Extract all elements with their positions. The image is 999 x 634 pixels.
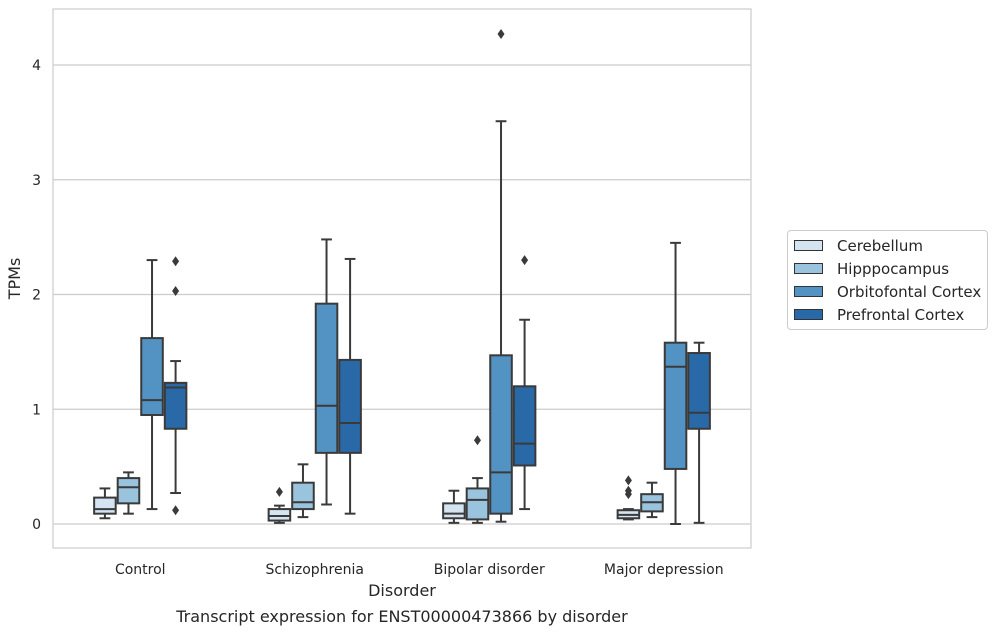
- box-iqr: [93, 496, 117, 515]
- box-prefrontal-cortex: [512, 255, 537, 511]
- outlier-point: [275, 486, 283, 497]
- outlier-point: [521, 255, 529, 266]
- x-tick-label: Major depression: [604, 562, 724, 578]
- legend-swatch: [794, 286, 823, 297]
- box-orbitofontal-cortex: [663, 241, 688, 525]
- chart-title: Transcript expression for ENST0000047386…: [175, 607, 628, 626]
- outlier-point: [624, 475, 632, 486]
- box-hipppocampus: [465, 435, 490, 524]
- y-axis-label: TPMs: [5, 258, 24, 301]
- legend-item: Cerebellum: [788, 234, 987, 257]
- box-iqr: [116, 477, 141, 505]
- box-orbitofontal-cortex: [314, 238, 339, 506]
- y-tick-label: 4: [32, 58, 41, 74]
- box-orbitofontal-cortex: [140, 259, 164, 511]
- box-hipppocampus: [291, 463, 315, 519]
- y-tick-label: 0: [32, 517, 41, 533]
- y-tick-labels: 0 1 2 3 4: [32, 58, 41, 533]
- box-prefrontal-cortex: [687, 341, 711, 524]
- grid-layer: [53, 64, 751, 525]
- x-tick-label: Bipolar disorder: [434, 562, 545, 578]
- box-iqr: [140, 337, 164, 416]
- outlier-point: [172, 505, 180, 516]
- boxes-layer: [93, 29, 711, 525]
- box-iqr: [338, 358, 362, 454]
- outlier-point: [172, 256, 180, 267]
- box-iqr: [489, 354, 513, 515]
- box-iqr: [267, 508, 292, 522]
- legend: Cerebellum Hipppocampus Orbitofontal Corte…: [787, 230, 988, 330]
- legend-label: Prefrontal Cortex: [837, 305, 965, 324]
- legend-label: Cerebellum: [837, 236, 923, 255]
- x-tick-label: Schizophrenia: [266, 562, 364, 578]
- legend-item: Hipppocampus: [788, 257, 987, 280]
- legend-swatch: [794, 309, 823, 320]
- box-iqr: [291, 481, 315, 511]
- legend-item: Prefrontal Cortex: [788, 303, 987, 326]
- box-prefrontal-cortex: [338, 257, 362, 515]
- box-iqr: [442, 502, 466, 520]
- legend-swatch: [794, 263, 823, 274]
- legend-label: Orbitofontal Cortex: [837, 282, 982, 301]
- x-tick-label: Control: [115, 562, 166, 578]
- outlier-point: [497, 29, 505, 40]
- x-axis-label: Disorder: [368, 581, 436, 600]
- box-cerebellum: [267, 486, 292, 524]
- box-cerebellum: [616, 475, 641, 521]
- box-cerebellum: [442, 489, 466, 524]
- box-iqr: [163, 381, 188, 430]
- box-iqr: [314, 302, 339, 454]
- box-orbitofontal-cortex: [489, 29, 513, 523]
- box-iqr: [687, 352, 711, 430]
- x-tick-labels: Control Schizophrenia Bipolar disorder Majo…: [115, 562, 724, 578]
- legend-swatch: [794, 240, 823, 251]
- box-iqr: [465, 487, 490, 521]
- y-tick-label: 1: [32, 402, 41, 418]
- box-iqr: [512, 385, 537, 467]
- y-tick-label: 2: [32, 288, 41, 304]
- outlier-point: [624, 485, 632, 496]
- outlier-point: [473, 435, 481, 446]
- plot-area-frame: [52, 8, 752, 549]
- box-prefrontal-cortex: [163, 256, 188, 516]
- box-hipppocampus: [640, 481, 664, 519]
- y-tick-label: 3: [32, 173, 41, 189]
- box-hipppocampus: [116, 471, 141, 515]
- outlier-point: [172, 286, 180, 297]
- box-iqr: [663, 341, 688, 470]
- legend-item: Orbitofontal Cortex: [788, 280, 987, 303]
- legend-label: Hipppocampus: [837, 259, 950, 278]
- box-cerebellum: [93, 487, 117, 520]
